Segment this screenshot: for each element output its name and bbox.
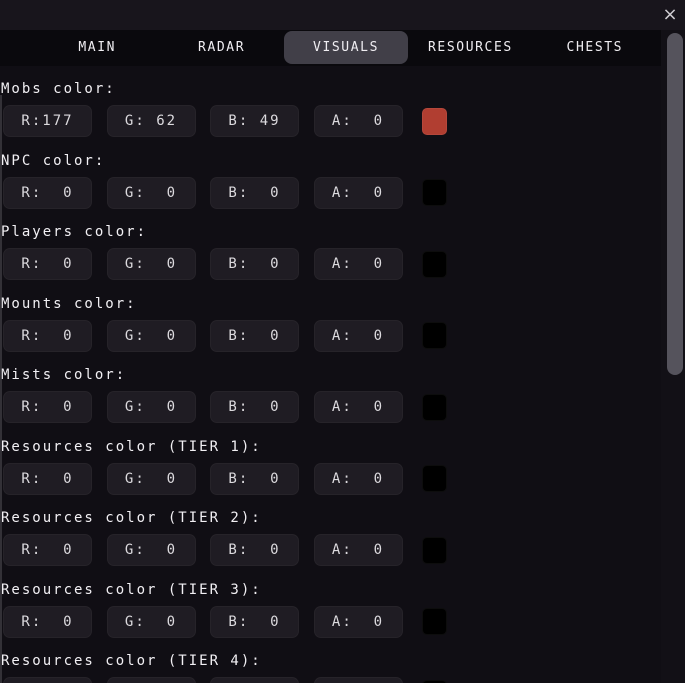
rgba-field-g[interactable]: G: 0 (106, 319, 196, 352)
rgba-field-a[interactable]: A: 0 (313, 105, 403, 137)
rgba-field-row: R: 0 G: 0 B: 0 A: 0 (0, 319, 661, 352)
rgba-field-r[interactable]: R: 0 (3, 248, 92, 280)
tab-label: MAIN (78, 40, 117, 55)
rgba-field-a[interactable]: A: 0 (313, 677, 403, 683)
rgba-field-a[interactable]: A: 0 (313, 462, 403, 495)
rgba-field-row: R: 0 G: 0 B: 0 A: 0 (0, 677, 661, 683)
color-section: Players color: R: 0 G: 0 B: 0 A: 0 (0, 209, 661, 281)
color-swatch[interactable] (422, 179, 447, 206)
scrollbar-track[interactable] (661, 30, 685, 683)
color-section: Mists color: R: 0 G: 0 B: 0 A: 0 (0, 352, 661, 424)
color-section: Resources color (TIER 1): R: 0 G: 0 B: 0… (0, 424, 661, 496)
rgba-field-r[interactable]: R: 0 (3, 605, 92, 638)
rgba-field-a[interactable]: A: 0 (313, 176, 403, 209)
rgba-field-b[interactable]: B: 0 (210, 534, 299, 566)
rgba-field-b[interactable]: B: 0 (210, 462, 299, 495)
rgba-field-g[interactable]: G: 0 (106, 462, 196, 495)
title-bar: × (0, 0, 685, 30)
rgba-field-r[interactable]: R: 0 (3, 462, 92, 495)
tab-label: RESOURCES (428, 40, 513, 55)
color-section: Mobs color: R:177 G: 62 B: 49 A: 0 (0, 66, 661, 138)
color-section: NPC color: R: 0 G: 0 B: 0 A: 0 (0, 138, 661, 210)
rgba-field-row: R: 0 G: 0 B: 0 A: 0 (0, 391, 661, 423)
rgba-field-a[interactable]: A: 0 (313, 248, 403, 280)
rgba-field-a[interactable]: A: 0 (313, 605, 403, 638)
tab-main[interactable]: MAIN (35, 31, 159, 64)
rgba-field-b[interactable]: B: 49 (210, 105, 299, 137)
tab-label: CHESTS (566, 40, 624, 55)
rgba-field-g[interactable]: G: 0 (106, 677, 196, 683)
rgba-field-b[interactable]: B: 0 (210, 391, 299, 423)
color-section: Resources color (TIER 2): R: 0 G: 0 B: 0… (0, 495, 661, 567)
rgba-field-g[interactable]: G: 62 (106, 105, 196, 137)
color-swatch[interactable] (422, 250, 447, 278)
tab-bar: MAIN RADAR VISUALS RESOURCES CHESTS (0, 30, 685, 66)
close-button[interactable]: × (659, 4, 681, 26)
rgba-field-b[interactable]: B: 0 (210, 319, 299, 352)
rgba-field-r[interactable]: R:177 (3, 105, 92, 137)
rgba-field-a[interactable]: A: 0 (313, 534, 403, 566)
color-swatch[interactable] (422, 536, 447, 564)
color-section-label: Mists color: (1, 367, 127, 383)
window-left-edge (0, 95, 2, 683)
rgba-field-b[interactable]: B: 0 (210, 677, 299, 683)
rgba-field-g[interactable]: G: 0 (106, 605, 196, 638)
color-section-label: Resources color (TIER 3): (1, 581, 262, 598)
color-section-label: Resources color (TIER 2): (1, 510, 262, 526)
color-swatch[interactable] (422, 608, 447, 635)
rgba-field-row: R: 0 G: 0 B: 0 A: 0 (0, 534, 661, 566)
rgba-field-r[interactable]: R: 0 (3, 176, 92, 209)
color-section-label: Mounts color: (1, 295, 137, 312)
rgba-field-b[interactable]: B: 0 (210, 248, 299, 280)
rgba-field-g[interactable]: G: 0 (106, 176, 196, 209)
scrollbar-thumb[interactable] (667, 33, 683, 375)
rgba-field-row: R: 0 G: 0 B: 0 A: 0 (0, 248, 661, 280)
rgba-field-g[interactable]: G: 0 (106, 391, 196, 423)
rgba-field-b[interactable]: B: 0 (210, 176, 299, 209)
color-swatch[interactable] (422, 465, 447, 492)
color-section-label: NPC color: (1, 152, 106, 169)
visuals-tab-content: Mobs color: R:177 G: 62 B: 49 A: 0 NPC c… (0, 66, 661, 683)
tab-radar[interactable]: RADAR (159, 31, 283, 64)
rgba-field-a[interactable]: A: 0 (313, 319, 403, 352)
color-section-label: Resources color (TIER 4): (1, 653, 262, 669)
rgba-field-r[interactable]: R: 0 (3, 319, 92, 352)
rgba-field-r[interactable]: R: 0 (3, 677, 92, 683)
color-section: Resources color (TIER 4): R: 0 G: 0 B: 0… (0, 638, 661, 683)
tab-resources[interactable]: RESOURCES (408, 31, 532, 64)
color-section: Resources color (TIER 3): R: 0 G: 0 B: 0… (0, 567, 661, 639)
rgba-field-row: R: 0 G: 0 B: 0 A: 0 (0, 605, 661, 638)
rgba-field-g[interactable]: G: 0 (106, 248, 196, 280)
tab-visuals[interactable]: VISUALS (283, 31, 409, 64)
rgba-field-a[interactable]: A: 0 (313, 391, 403, 423)
color-section: Mounts color: R: 0 G: 0 B: 0 A: 0 (0, 281, 661, 353)
color-swatch[interactable] (422, 679, 447, 683)
tab-chests[interactable]: CHESTS (533, 31, 657, 64)
tab-label: RADAR (198, 40, 246, 55)
rgba-field-r[interactable]: R: 0 (3, 534, 92, 566)
tab-label: VISUALS (313, 40, 380, 55)
color-swatch[interactable] (422, 107, 447, 135)
rgba-field-b[interactable]: B: 0 (210, 605, 299, 638)
rgba-field-g[interactable]: G: 0 (106, 534, 196, 566)
color-swatch[interactable] (422, 322, 447, 349)
color-section-label: Resources color (TIER 1): (1, 438, 262, 455)
color-swatch[interactable] (422, 393, 447, 421)
color-section-label: Players color: (1, 224, 148, 240)
color-section-label: Mobs color: (1, 81, 116, 97)
rgba-field-row: R: 0 G: 0 B: 0 A: 0 (0, 462, 661, 495)
rgba-field-row: R: 0 G: 0 B: 0 A: 0 (0, 176, 661, 209)
rgba-field-row: R:177 G: 62 B: 49 A: 0 (0, 105, 661, 137)
rgba-field-r[interactable]: R: 0 (3, 391, 92, 423)
